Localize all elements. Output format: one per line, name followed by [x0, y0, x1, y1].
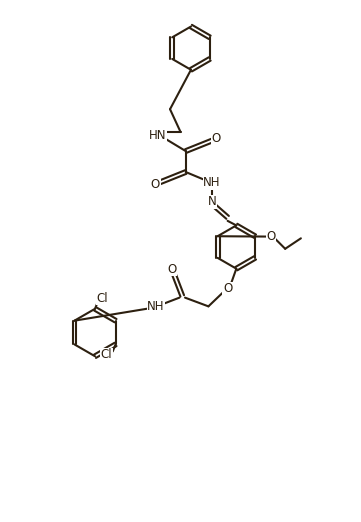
Text: N: N: [208, 195, 216, 208]
Text: NH: NH: [147, 300, 165, 313]
Text: HN: HN: [149, 129, 166, 142]
Text: O: O: [167, 263, 177, 276]
Text: O: O: [212, 133, 221, 145]
Text: O: O: [151, 177, 160, 191]
Text: O: O: [223, 282, 232, 295]
Text: Cl: Cl: [101, 348, 112, 361]
Text: NH: NH: [203, 176, 221, 189]
Text: Cl: Cl: [96, 292, 108, 305]
Text: O: O: [267, 230, 276, 243]
